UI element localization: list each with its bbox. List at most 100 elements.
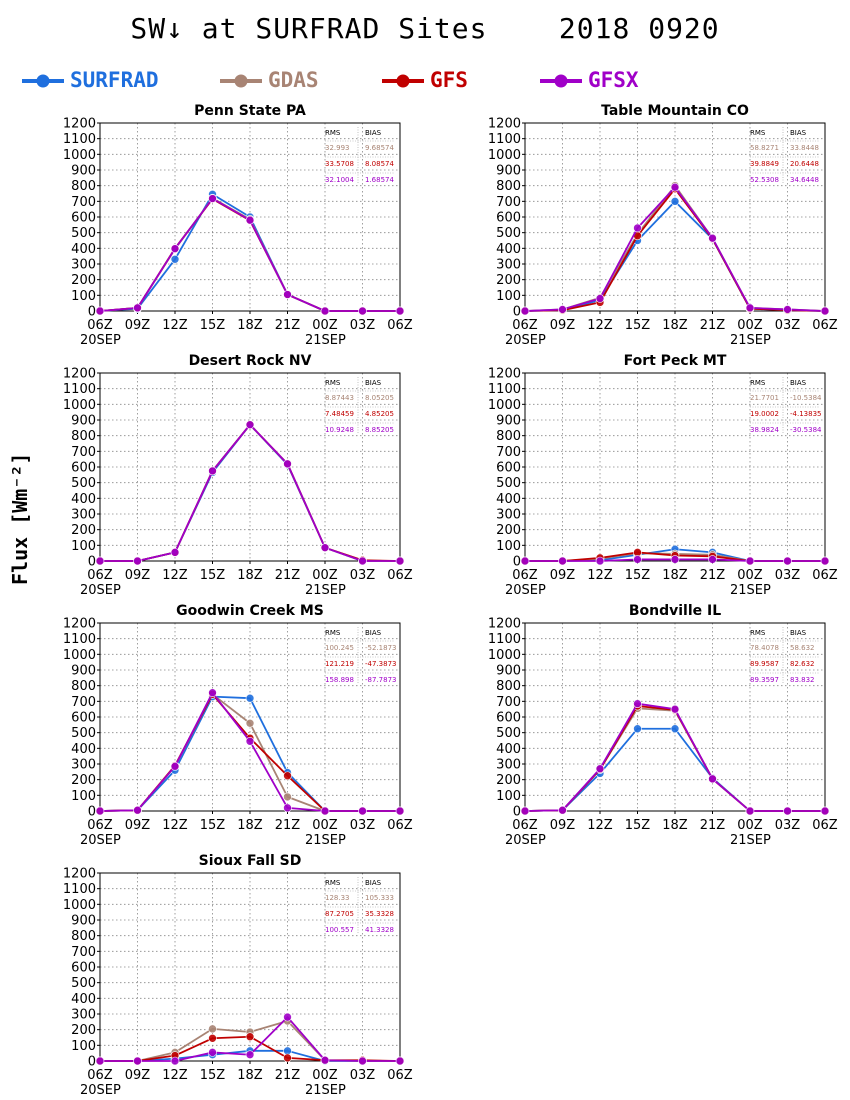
x-tick-label: 18Z [662, 318, 688, 333]
data-point-gfsx [133, 556, 142, 566]
y-tick-label: 100 [71, 539, 96, 554]
y-tick-label: 0 [513, 305, 521, 320]
data-point-gfsx [783, 806, 792, 816]
y-tick-label: 700 [71, 695, 96, 710]
series-surfrad [95, 692, 405, 816]
data-point-gfsx [783, 556, 792, 566]
y-tick-label: 0 [88, 555, 96, 570]
date-label: 21SEP [730, 583, 771, 596]
data-point-gfsx [708, 555, 717, 564]
data-point-gfsx [708, 774, 717, 784]
data-point-gfsx [170, 244, 180, 253]
stats-rms-gdas: 128.33 [325, 894, 350, 902]
y-tick-label: 100 [71, 289, 96, 304]
date-label: 21SEP [730, 833, 771, 846]
data-point-gfsx [320, 543, 330, 552]
x-tick-label: 18Z [662, 818, 688, 833]
y-tick-label: 1000 [63, 148, 96, 163]
y-tick-label: 900 [71, 664, 96, 679]
data-point-gfsx [283, 459, 292, 469]
data-point-gfsx [245, 420, 255, 429]
y-tick-label: 1100 [488, 382, 521, 397]
panel-desert-rock-nv: Desert Rock NV 01002003004005006007008009… [63, 353, 413, 596]
y-tick-label: 900 [496, 414, 521, 429]
data-point-gfsx [170, 1056, 180, 1066]
y-tick-label: 1100 [488, 132, 521, 147]
x-tick-label: 09Z [125, 818, 151, 833]
data-point-gfsx [595, 764, 605, 773]
x-tick-label: 06Z [87, 1068, 113, 1083]
data-point-gfsx [95, 556, 105, 566]
y-tick-label: 1200 [63, 617, 96, 632]
stats-rms-gdas: 78.4078 [750, 644, 779, 652]
x-tick-label: 21Z [700, 818, 726, 833]
y-tick-label: 600 [71, 211, 96, 226]
y-tick-label: 700 [71, 195, 96, 210]
stats-bias-gfsx: 34.6448 [790, 176, 819, 184]
y-tick-label: 700 [496, 445, 521, 460]
legend-marker-gfsx [540, 74, 582, 88]
stats-bias-gfs: 8.08574 [365, 160, 394, 168]
stats-rms-gfs: 89.9587 [750, 660, 779, 668]
stats-header-rms: RMS [325, 129, 341, 137]
y-tick-label: 0 [513, 805, 521, 820]
x-tick-label: 06Z [512, 568, 538, 583]
x-tick-label: 09Z [125, 1068, 151, 1083]
y-tick-label: 300 [71, 258, 96, 273]
x-tick-label: 21Z [275, 318, 301, 333]
data-point-gfs [208, 1033, 217, 1043]
data-point-gfsx [283, 803, 292, 813]
data-point-gfsx [595, 556, 605, 566]
stats-rms-gfsx: 38.9824 [750, 426, 779, 434]
y-tick-label: 200 [496, 273, 521, 288]
x-tick-label: 21Z [700, 318, 726, 333]
y-tick-label: 300 [496, 758, 521, 773]
stats-bias-gfs: -47.3873 [365, 660, 396, 668]
data-point-surfrad [670, 724, 680, 734]
data-point-gfsx [670, 704, 680, 714]
stats-rms-gdas: 8.87443 [325, 394, 354, 402]
y-tick-label: 600 [71, 711, 96, 726]
stats-header-bias: BIAS [365, 879, 382, 887]
stats-bias-gfs: 20.6448 [790, 160, 819, 168]
y-tick-label: 1000 [63, 898, 96, 913]
y-tick-label: 800 [71, 179, 96, 194]
y-tick-label: 1100 [63, 132, 96, 147]
data-point-gfsx [208, 688, 217, 698]
x-tick-label: 09Z [125, 568, 151, 583]
data-point-gfsx [133, 1056, 142, 1066]
x-tick-label: 06Z [387, 1068, 413, 1083]
series-line-surfrad [99, 695, 400, 812]
date-label: 20SEP [505, 333, 546, 346]
stats-rms-gfsx: 89.3597 [750, 676, 779, 684]
y-tick-label: 600 [496, 211, 521, 226]
x-tick-label: 09Z [125, 318, 151, 333]
data-point-gfsx [745, 556, 755, 566]
x-tick-label: 06Z [387, 318, 413, 333]
y-tick-label: 200 [71, 773, 96, 788]
data-point-gfsx [95, 306, 105, 316]
y-tick-label: 1200 [63, 867, 96, 882]
y-tick-label: 1200 [63, 367, 96, 382]
data-point-gfsx [170, 548, 180, 557]
stats-rms-gdas: 58.8271 [750, 144, 779, 152]
y-tick-label: 1100 [63, 882, 96, 897]
data-point-gfsx [133, 303, 142, 313]
data-point-gfsx [745, 303, 755, 313]
stats-bias-gdas: -52.1873 [365, 644, 396, 652]
x-tick-label: 12Z [162, 318, 188, 333]
stats-header-rms: RMS [325, 629, 341, 637]
legend-marker-gfs [382, 74, 424, 88]
x-tick-label: 06Z [387, 818, 413, 833]
y-tick-label: 1200 [63, 117, 96, 132]
x-tick-label: 18Z [237, 318, 263, 333]
y-tick-label: 200 [71, 523, 96, 538]
y-tick-label: 1100 [63, 632, 96, 647]
panel-title: Fort Peck MT [624, 353, 727, 369]
data-point-gfsx [520, 556, 530, 566]
y-tick-label: 400 [496, 742, 521, 757]
data-point-gfsx [320, 306, 330, 316]
x-tick-label: 18Z [237, 818, 263, 833]
panel-title: Penn State PA [194, 103, 306, 119]
stats-rms-gfsx: 32.1004 [325, 176, 354, 184]
